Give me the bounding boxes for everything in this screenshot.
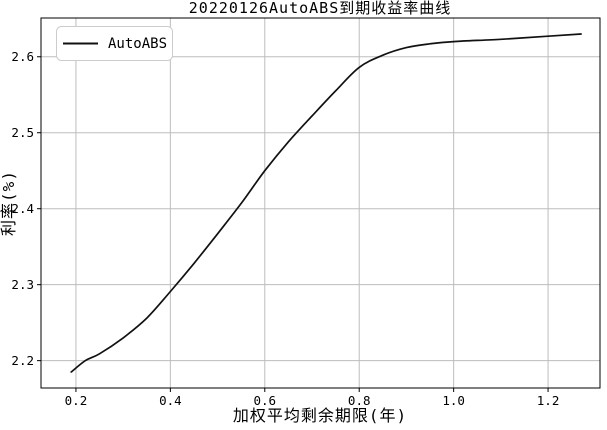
series-line-AutoABS [70, 33, 582, 373]
x-tick-label: 1.0 [442, 393, 465, 408]
tick-layer: 0.2 0.4 0.6 0.8 1.0 1.2 2.2 2.3 2.4 2.5 2.6 [11, 49, 559, 408]
axes-spines [40, 17, 601, 389]
x-tick-label: 0.4 [159, 393, 182, 408]
y-tick-label: 2.2 [11, 353, 34, 368]
y-tick-label: 2.6 [11, 49, 34, 64]
x-tick-label: 0.2 [65, 393, 88, 408]
plot-border [40, 17, 601, 389]
x-tick-label: 0.6 [253, 393, 276, 408]
y-tick-label: 2.5 [11, 125, 34, 140]
x-tick-label: 1.2 [537, 393, 560, 408]
grid-layer [41, 18, 600, 388]
legend: AutoABS [56, 26, 173, 61]
legend-label: AutoABS [108, 36, 167, 52]
y-tick-label: 2.3 [11, 277, 34, 292]
x-axis-label: 加权平均剩余期限(年) [233, 406, 407, 425]
x-tick-label: 0.8 [348, 393, 371, 408]
series-layer [70, 33, 582, 373]
y-tick-label: 2.4 [11, 201, 34, 216]
legend-box [56, 26, 173, 61]
chart-title: 20220126AutoABS到期收益率曲线 [189, 0, 451, 17]
y-axis-label: 利率(%) [0, 170, 18, 236]
